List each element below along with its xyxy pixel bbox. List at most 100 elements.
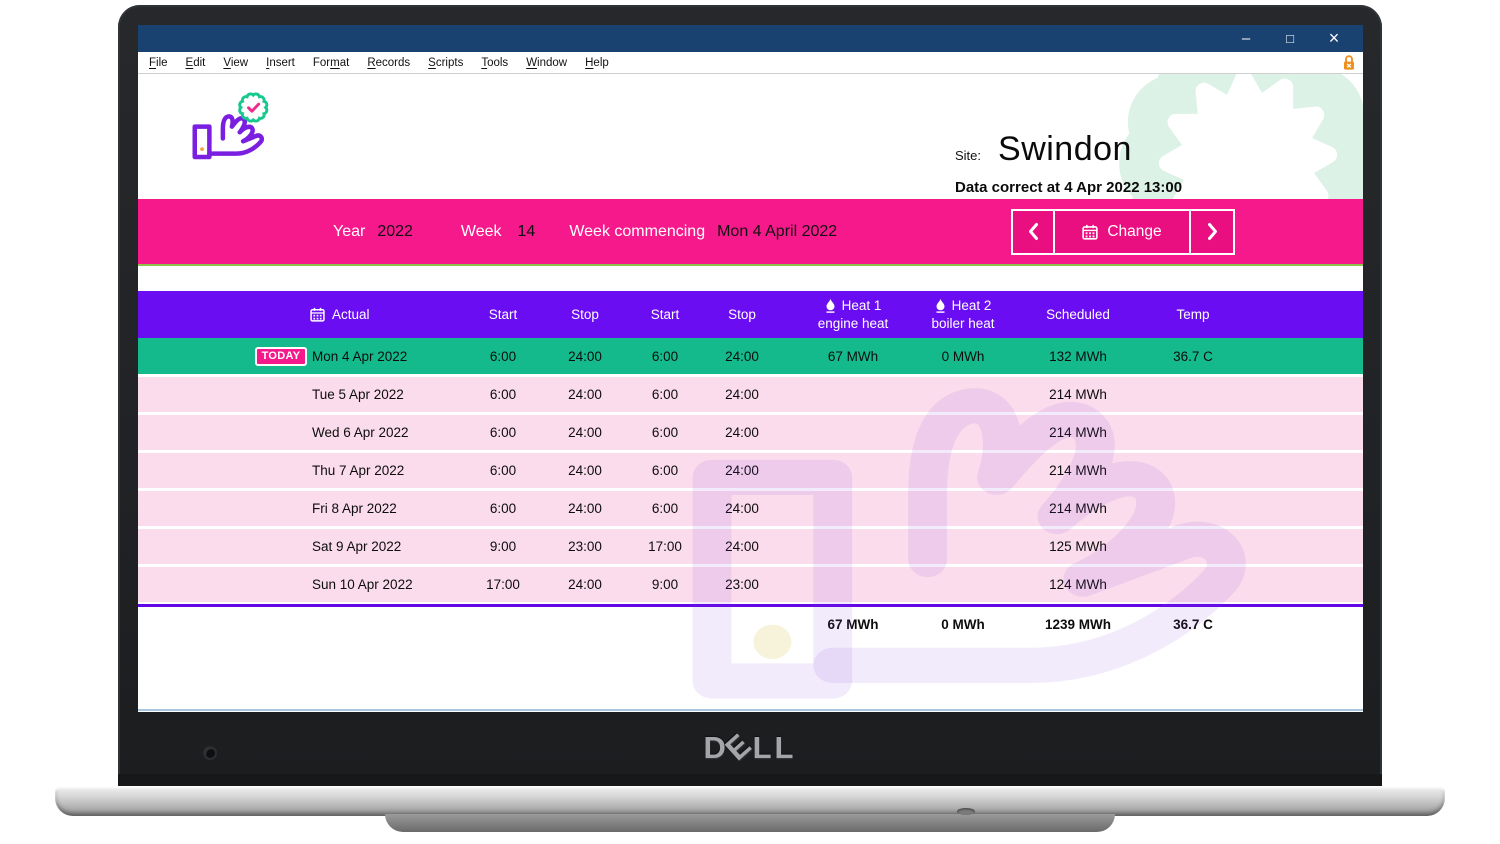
flame-icon [936, 298, 945, 314]
maximize-button[interactable]: □ [1286, 31, 1294, 46]
row-scheduled-value: 214 MWh [1049, 387, 1107, 402]
title-bar: – □ × [138, 25, 1363, 52]
week-commencing-label: Week commencing [569, 222, 706, 240]
table-row: Fri 8 Apr 2022 6:00 24:00 6:00 24:00 214… [138, 491, 1363, 526]
table-row-today: TODAY Mon 4 Apr 2022 6:00 24:00 6:00 24:… [138, 338, 1363, 374]
chevron-left-icon [1028, 223, 1038, 240]
row-stop1-field[interactable]: 23:00 [568, 539, 602, 554]
row-start2-field[interactable]: 6:00 [651, 463, 679, 478]
row-stop2-field[interactable]: 24:00 [725, 463, 759, 478]
badge-watermark [1119, 74, 1363, 199]
row-stop1-field[interactable]: 24:00 [568, 577, 602, 592]
column-actual: Actual [306, 307, 468, 322]
minimize-button[interactable]: – [1241, 30, 1251, 47]
window-controls: – □ × [1233, 25, 1347, 52]
flame-icon [826, 298, 835, 314]
column-stop-2: Stop [728, 307, 756, 322]
column-scheduled: Scheduled [1046, 307, 1110, 322]
row-scheduled-value: 132 MWh [1049, 348, 1107, 364]
row-scheduled-value: 214 MWh [1049, 501, 1107, 516]
row-start2-field[interactable]: 9:00 [651, 577, 679, 592]
column-start-1: Start [488, 307, 518, 322]
row-scheduled-value: 125 MWh [1049, 539, 1107, 554]
calendar-icon [310, 307, 325, 322]
row-date: Sat 9 Apr 2022 [312, 539, 402, 554]
totals-row: 67 MWh 0 MWh 1239 MWh 36.7 C [138, 607, 1363, 641]
row-start2-field[interactable]: 6:00 [651, 501, 679, 516]
site-label: Site: [955, 148, 982, 163]
row-heat1-value: 67 MWh [827, 348, 879, 364]
change-week-button[interactable]: Change [1053, 208, 1191, 255]
chevron-right-icon [1207, 223, 1217, 240]
row-date: Thu 7 Apr 2022 [312, 463, 405, 478]
site-name: Swindon [998, 130, 1132, 168]
row-scheduled-value: 124 MWh [1049, 577, 1107, 592]
row-start1-field[interactable]: 6:00 [489, 501, 517, 516]
row-temp-value: 36.7 C [1173, 348, 1213, 364]
row-stop2-field[interactable]: 24:00 [725, 539, 759, 554]
menu-window[interactable]: Window [526, 56, 568, 69]
row-start1-field[interactable]: 6:00 [489, 348, 517, 364]
year-value[interactable]: 2022 [377, 222, 413, 240]
week-selector-bar: Year 2022 Week 14 Week commencing Mon 4 … [138, 199, 1363, 266]
row-stop2-field[interactable]: 24:00 [725, 348, 759, 364]
menu-edit[interactable]: Edit [185, 56, 206, 69]
change-button-label: Change [1107, 222, 1162, 240]
menu-insert[interactable]: Insert [266, 56, 295, 69]
menu-format[interactable]: Format [312, 56, 350, 69]
menu-file[interactable]: File [149, 56, 168, 69]
row-start2-field[interactable]: 17:00 [648, 539, 682, 554]
row-date: Fri 8 Apr 2022 [312, 501, 397, 516]
total-heat2: 0 MWh [941, 616, 985, 632]
week-commencing-value: Mon 4 April 2022 [717, 222, 838, 240]
week-nav-group: Change [1011, 208, 1235, 255]
row-start1-field[interactable]: 6:00 [489, 387, 517, 402]
close-button[interactable]: × [1328, 28, 1340, 48]
hand-check-logo-icon [192, 92, 269, 160]
row-start1-field[interactable]: 6:00 [489, 463, 517, 478]
row-start2-field[interactable]: 6:00 [651, 348, 679, 364]
row-stop1-field[interactable]: 24:00 [568, 501, 602, 516]
row-date: Sun 10 Apr 2022 [312, 577, 413, 592]
year-label: Year [333, 222, 366, 240]
row-start2-field[interactable]: 6:00 [651, 387, 679, 402]
row-scheduled-value: 214 MWh [1049, 463, 1107, 478]
row-start2-field[interactable]: 6:00 [651, 425, 679, 440]
calendar-icon [1082, 224, 1099, 240]
status-bar-edge [138, 709, 1363, 711]
row-stop1-field[interactable]: 24:00 [568, 425, 602, 440]
row-start1-field[interactable]: 9:00 [489, 539, 517, 554]
row-stop1-field[interactable]: 24:00 [568, 348, 602, 364]
row-stop2-field[interactable]: 24:00 [725, 501, 759, 516]
bezel-dot [205, 748, 215, 758]
menu-records[interactable]: Records [367, 56, 411, 69]
table-row: Sun 10 Apr 2022 17:00 24:00 9:00 23:00 1… [138, 567, 1363, 602]
column-heat1: Heat 1 engine heat [817, 297, 889, 331]
prev-week-button[interactable] [1011, 208, 1055, 255]
menu-tools[interactable]: Tools [481, 56, 509, 69]
week-value[interactable]: 14 [517, 222, 536, 240]
row-stop1-field[interactable]: 24:00 [568, 463, 602, 478]
table-row: Tue 5 Apr 2022 6:00 24:00 6:00 24:00 214… [138, 377, 1363, 412]
row-heat2-value: 0 MWh [941, 348, 985, 364]
app-header: Site: Swindon Data correct at 4 Apr 2022… [138, 74, 1363, 199]
menu-view[interactable]: View [223, 56, 249, 69]
table-row: Sat 9 Apr 2022 9:00 23:00 17:00 24:00 12… [138, 529, 1363, 564]
row-start1-field[interactable]: 17:00 [486, 577, 520, 592]
row-date: Wed 6 Apr 2022 [312, 425, 409, 440]
row-stop2-field[interactable]: 24:00 [725, 425, 759, 440]
row-stop2-field[interactable]: 23:00 [725, 577, 759, 592]
row-start1-field[interactable]: 6:00 [489, 425, 517, 440]
week-label: Week [460, 222, 502, 240]
menu-scripts[interactable]: Scripts [428, 56, 464, 69]
next-week-button[interactable] [1189, 208, 1235, 255]
table-header-row: Actual Start Stop Start Stop Heat 1 engi… [138, 291, 1363, 338]
total-scheduled: 1239 MWh [1044, 616, 1112, 632]
row-stop2-field[interactable]: 24:00 [725, 387, 759, 402]
row-stop1-field[interactable]: 24:00 [568, 387, 602, 402]
menu-help[interactable]: Help [585, 56, 609, 69]
row-date: Mon 4 Apr 2022 [312, 348, 408, 364]
laptop-base [55, 786, 1445, 816]
total-heat1: 67 MWh [827, 616, 879, 632]
